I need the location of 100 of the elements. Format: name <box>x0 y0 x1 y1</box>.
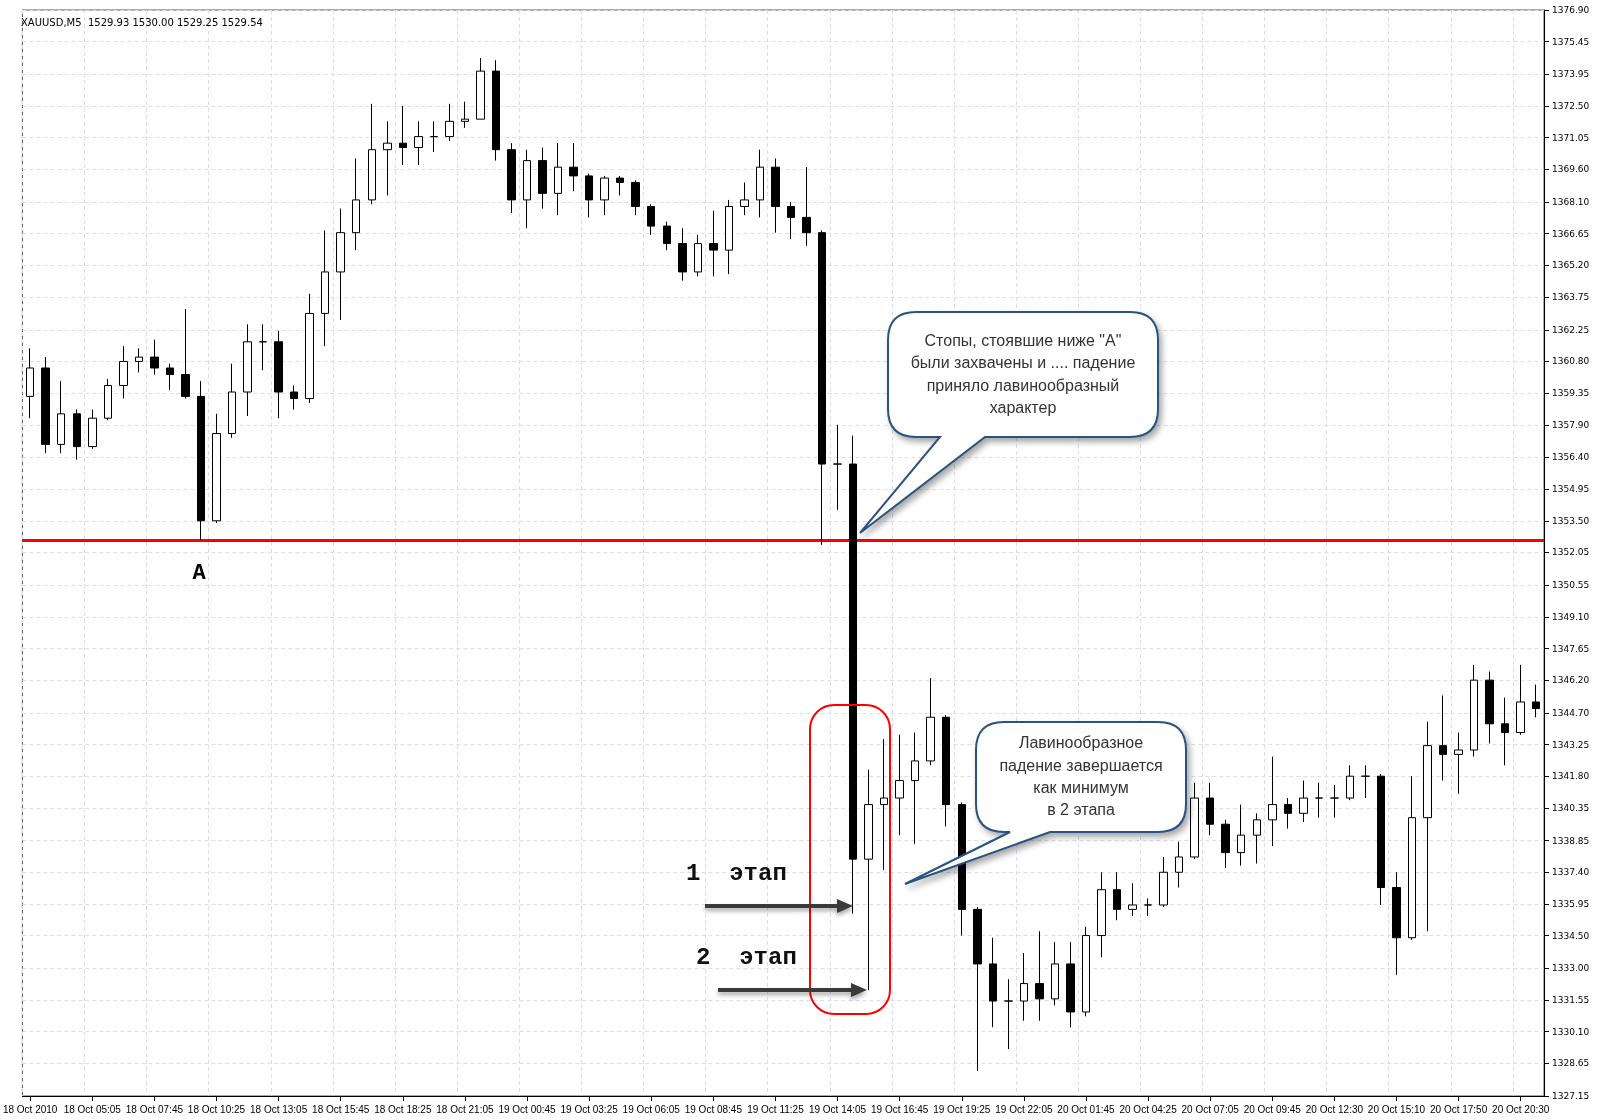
candlestick <box>849 435 857 915</box>
candlestick <box>585 173 593 218</box>
candlestick <box>507 142 516 214</box>
candlestick <box>1144 897 1152 917</box>
candlestick <box>305 293 314 404</box>
x-tick-label: 20 Oct 12:30 <box>1305 1103 1364 1115</box>
y-tick-label: 1334.50 <box>1552 930 1590 941</box>
candlestick <box>383 120 392 197</box>
candlestick <box>57 380 65 454</box>
candlestick <box>1454 732 1463 795</box>
y-tick-label: 1333.00 <box>1552 963 1590 974</box>
y-tick-label: 1353.50 <box>1552 515 1590 526</box>
candlestick <box>1330 784 1339 819</box>
x-tick-label: 19 Oct 22:05 <box>995 1103 1053 1115</box>
y-tick-label: 1341.80 <box>1552 771 1590 782</box>
candlestick <box>926 677 935 766</box>
candlestick <box>135 347 143 373</box>
candlestick <box>818 229 826 546</box>
candlestick <box>150 339 159 376</box>
x-tick-label: 19 Oct 16:45 <box>871 1103 929 1115</box>
candlestick <box>166 363 174 391</box>
y-tick-label: 1362.25 <box>1552 324 1590 335</box>
candlestick <box>336 208 345 321</box>
candlestick <box>1346 764 1354 801</box>
candlestick <box>1190 782 1199 860</box>
candlestick <box>352 157 360 251</box>
candlestick <box>678 227 687 282</box>
x-tick-label: 19 Oct 08:45 <box>684 1103 743 1115</box>
candlestick <box>1113 871 1121 921</box>
y-tick-label: 1368.10 <box>1552 197 1590 208</box>
y-tick-label: 1328.65 <box>1552 1058 1590 1069</box>
candlestick <box>647 203 655 236</box>
candlestick <box>554 142 562 216</box>
y-tick-label: 1369.60 <box>1552 164 1590 175</box>
candlestick <box>1128 882 1137 917</box>
x-tick-label: 18 Oct 13:05 <box>249 1103 308 1115</box>
x-tick-label: 20 Oct 01:45 <box>1057 1103 1116 1115</box>
candlestick <box>771 157 780 234</box>
y-tick-label: 1357.90 <box>1552 419 1590 430</box>
x-tick-label: 18 Oct 2010 <box>2 1103 58 1115</box>
candlestick <box>864 769 873 991</box>
x-tick-label: 20 Oct 07:05 <box>1181 1103 1240 1115</box>
annotation: 2 этап <box>696 944 797 971</box>
candlestick <box>1004 978 1013 1050</box>
candlestick <box>942 714 950 827</box>
y-tick-label: 1365.20 <box>1552 260 1590 271</box>
y-tick-label: 1360.80 <box>1552 356 1590 367</box>
y-tick-label: 1354.95 <box>1552 484 1590 495</box>
candlestick <box>663 221 671 251</box>
y-tick-label: 1337.40 <box>1552 867 1590 878</box>
x-tick-label: 19 Oct 03:25 <box>560 1103 619 1115</box>
x-tick-label: 19 Oct 11:25 <box>747 1103 805 1115</box>
candlestick <box>709 210 718 277</box>
candlestick <box>228 363 236 439</box>
candlestick <box>274 330 283 419</box>
candlestick <box>740 181 749 216</box>
y-tick-label: 1346.20 <box>1552 675 1590 686</box>
annotation: Лавинообразное падение завершается как минимум в 2 этапа <box>998 733 1164 821</box>
x-tick-label: 18 Oct 05:05 <box>63 1103 122 1115</box>
candlestick <box>694 234 702 277</box>
candlestick <box>1020 952 1028 1022</box>
candlestick <box>1206 782 1214 836</box>
candlestick <box>1221 819 1230 869</box>
candlestick <box>1035 930 1044 1022</box>
candlestick <box>1423 721 1432 932</box>
y-tick-label: 1331.55 <box>1552 994 1590 1005</box>
x-tick-label: 18 Oct 21:05 <box>436 1103 494 1115</box>
candlestick <box>461 101 469 129</box>
x-tick-label: 19 Oct 06:05 <box>622 1103 681 1115</box>
candlestick <box>1485 670 1494 744</box>
candlestick <box>1516 664 1525 736</box>
x-tick-label: 18 Oct 10:25 <box>187 1103 246 1115</box>
candlestick <box>1268 756 1277 847</box>
candlestick <box>600 175 609 216</box>
candlestick <box>569 142 578 192</box>
candlestick <box>880 738 888 871</box>
x-tick-label: 20 Oct 15:10 <box>1367 1103 1426 1115</box>
y-tick-label: 1344.70 <box>1552 707 1590 718</box>
candlestick <box>631 179 640 216</box>
y-tick-label: 1366.65 <box>1552 228 1590 239</box>
candlestick <box>399 105 407 166</box>
candlestick <box>430 120 438 153</box>
x-tick-label: 18 Oct 18:25 <box>374 1103 432 1115</box>
candlestick <box>1066 941 1075 1028</box>
candlestick <box>492 59 500 162</box>
candlestick <box>1284 797 1292 830</box>
candlestick <box>26 347 34 419</box>
y-tick-label: 1338.85 <box>1552 835 1590 846</box>
candlestick <box>911 732 919 845</box>
candlestick <box>1501 697 1509 766</box>
y-tick-label: 1352.05 <box>1552 547 1590 558</box>
candlestick <box>321 229 329 347</box>
annotation: Стопы, стоявшие ниже "A" были захвачены и .... падение приняло лавинообразный характер <box>909 330 1137 418</box>
candlestick <box>538 147 547 210</box>
candlestick <box>787 201 795 240</box>
y-tick-label: 1372.50 <box>1552 101 1590 112</box>
y-tick-label: 1363.75 <box>1552 292 1590 303</box>
y-tick-label: 1343.25 <box>1552 739 1590 750</box>
candlestick <box>197 380 205 541</box>
candlestick <box>88 408 97 450</box>
